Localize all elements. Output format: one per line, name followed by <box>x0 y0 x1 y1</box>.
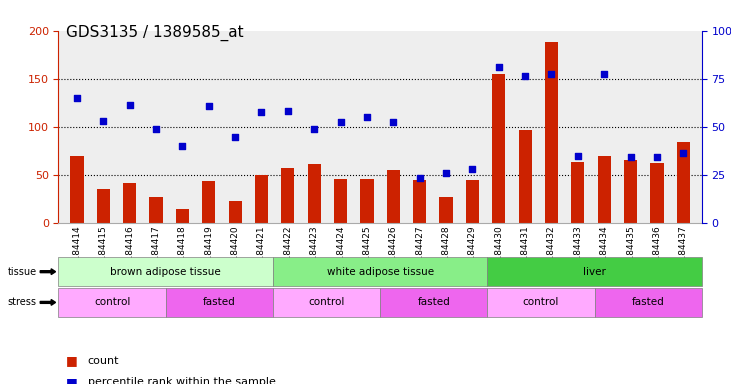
Text: white adipose tissue: white adipose tissue <box>327 266 433 277</box>
Point <box>203 103 215 109</box>
Point <box>256 109 268 116</box>
Point <box>625 154 637 161</box>
Text: ■: ■ <box>66 376 77 384</box>
Point <box>361 114 373 120</box>
Point <box>599 71 610 77</box>
Text: fasted: fasted <box>203 297 235 308</box>
Bar <box>123 184 136 223</box>
Text: ■: ■ <box>66 354 77 367</box>
Point <box>545 71 557 77</box>
Text: control: control <box>94 297 130 308</box>
Bar <box>229 200 242 223</box>
Point <box>466 166 478 172</box>
Point <box>282 108 294 114</box>
Bar <box>492 74 505 223</box>
Point <box>308 126 320 132</box>
Text: fasted: fasted <box>632 297 664 308</box>
Point <box>335 119 346 125</box>
Point <box>230 134 241 141</box>
Bar <box>677 142 690 223</box>
Point <box>519 73 531 79</box>
Point <box>387 119 399 125</box>
Text: GDS3135 / 1389585_at: GDS3135 / 1389585_at <box>66 25 243 41</box>
Bar <box>96 189 110 223</box>
Bar <box>255 175 268 223</box>
Text: percentile rank within the sample: percentile rank within the sample <box>88 377 276 384</box>
Point <box>440 170 452 176</box>
Bar <box>308 164 321 223</box>
Point <box>177 143 189 149</box>
Text: fasted: fasted <box>417 297 450 308</box>
Text: control: control <box>523 297 559 308</box>
Bar <box>413 180 426 223</box>
Bar <box>651 163 664 223</box>
Bar <box>624 161 637 223</box>
Point <box>651 154 663 161</box>
Bar <box>439 197 452 223</box>
Text: brown adipose tissue: brown adipose tissue <box>110 266 221 277</box>
Text: stress: stress <box>7 297 37 308</box>
Bar <box>149 197 162 223</box>
Text: control: control <box>308 297 345 308</box>
Bar <box>518 130 531 223</box>
Point <box>414 175 425 181</box>
Bar <box>70 156 83 223</box>
Bar <box>598 156 611 223</box>
Bar <box>334 179 347 223</box>
Text: count: count <box>88 356 119 366</box>
Bar <box>202 182 216 223</box>
Bar <box>466 180 479 223</box>
Bar <box>175 209 189 223</box>
Point <box>150 126 162 132</box>
Point <box>572 152 583 159</box>
Bar <box>545 42 558 223</box>
Bar <box>281 168 295 223</box>
Point <box>71 95 83 101</box>
Point <box>124 101 135 108</box>
Text: tissue: tissue <box>7 266 37 277</box>
Bar <box>387 170 400 223</box>
Point <box>97 118 109 124</box>
Bar <box>360 179 374 223</box>
Text: liver: liver <box>583 266 606 277</box>
Bar <box>571 162 585 223</box>
Point <box>493 64 504 70</box>
Point <box>678 150 689 156</box>
